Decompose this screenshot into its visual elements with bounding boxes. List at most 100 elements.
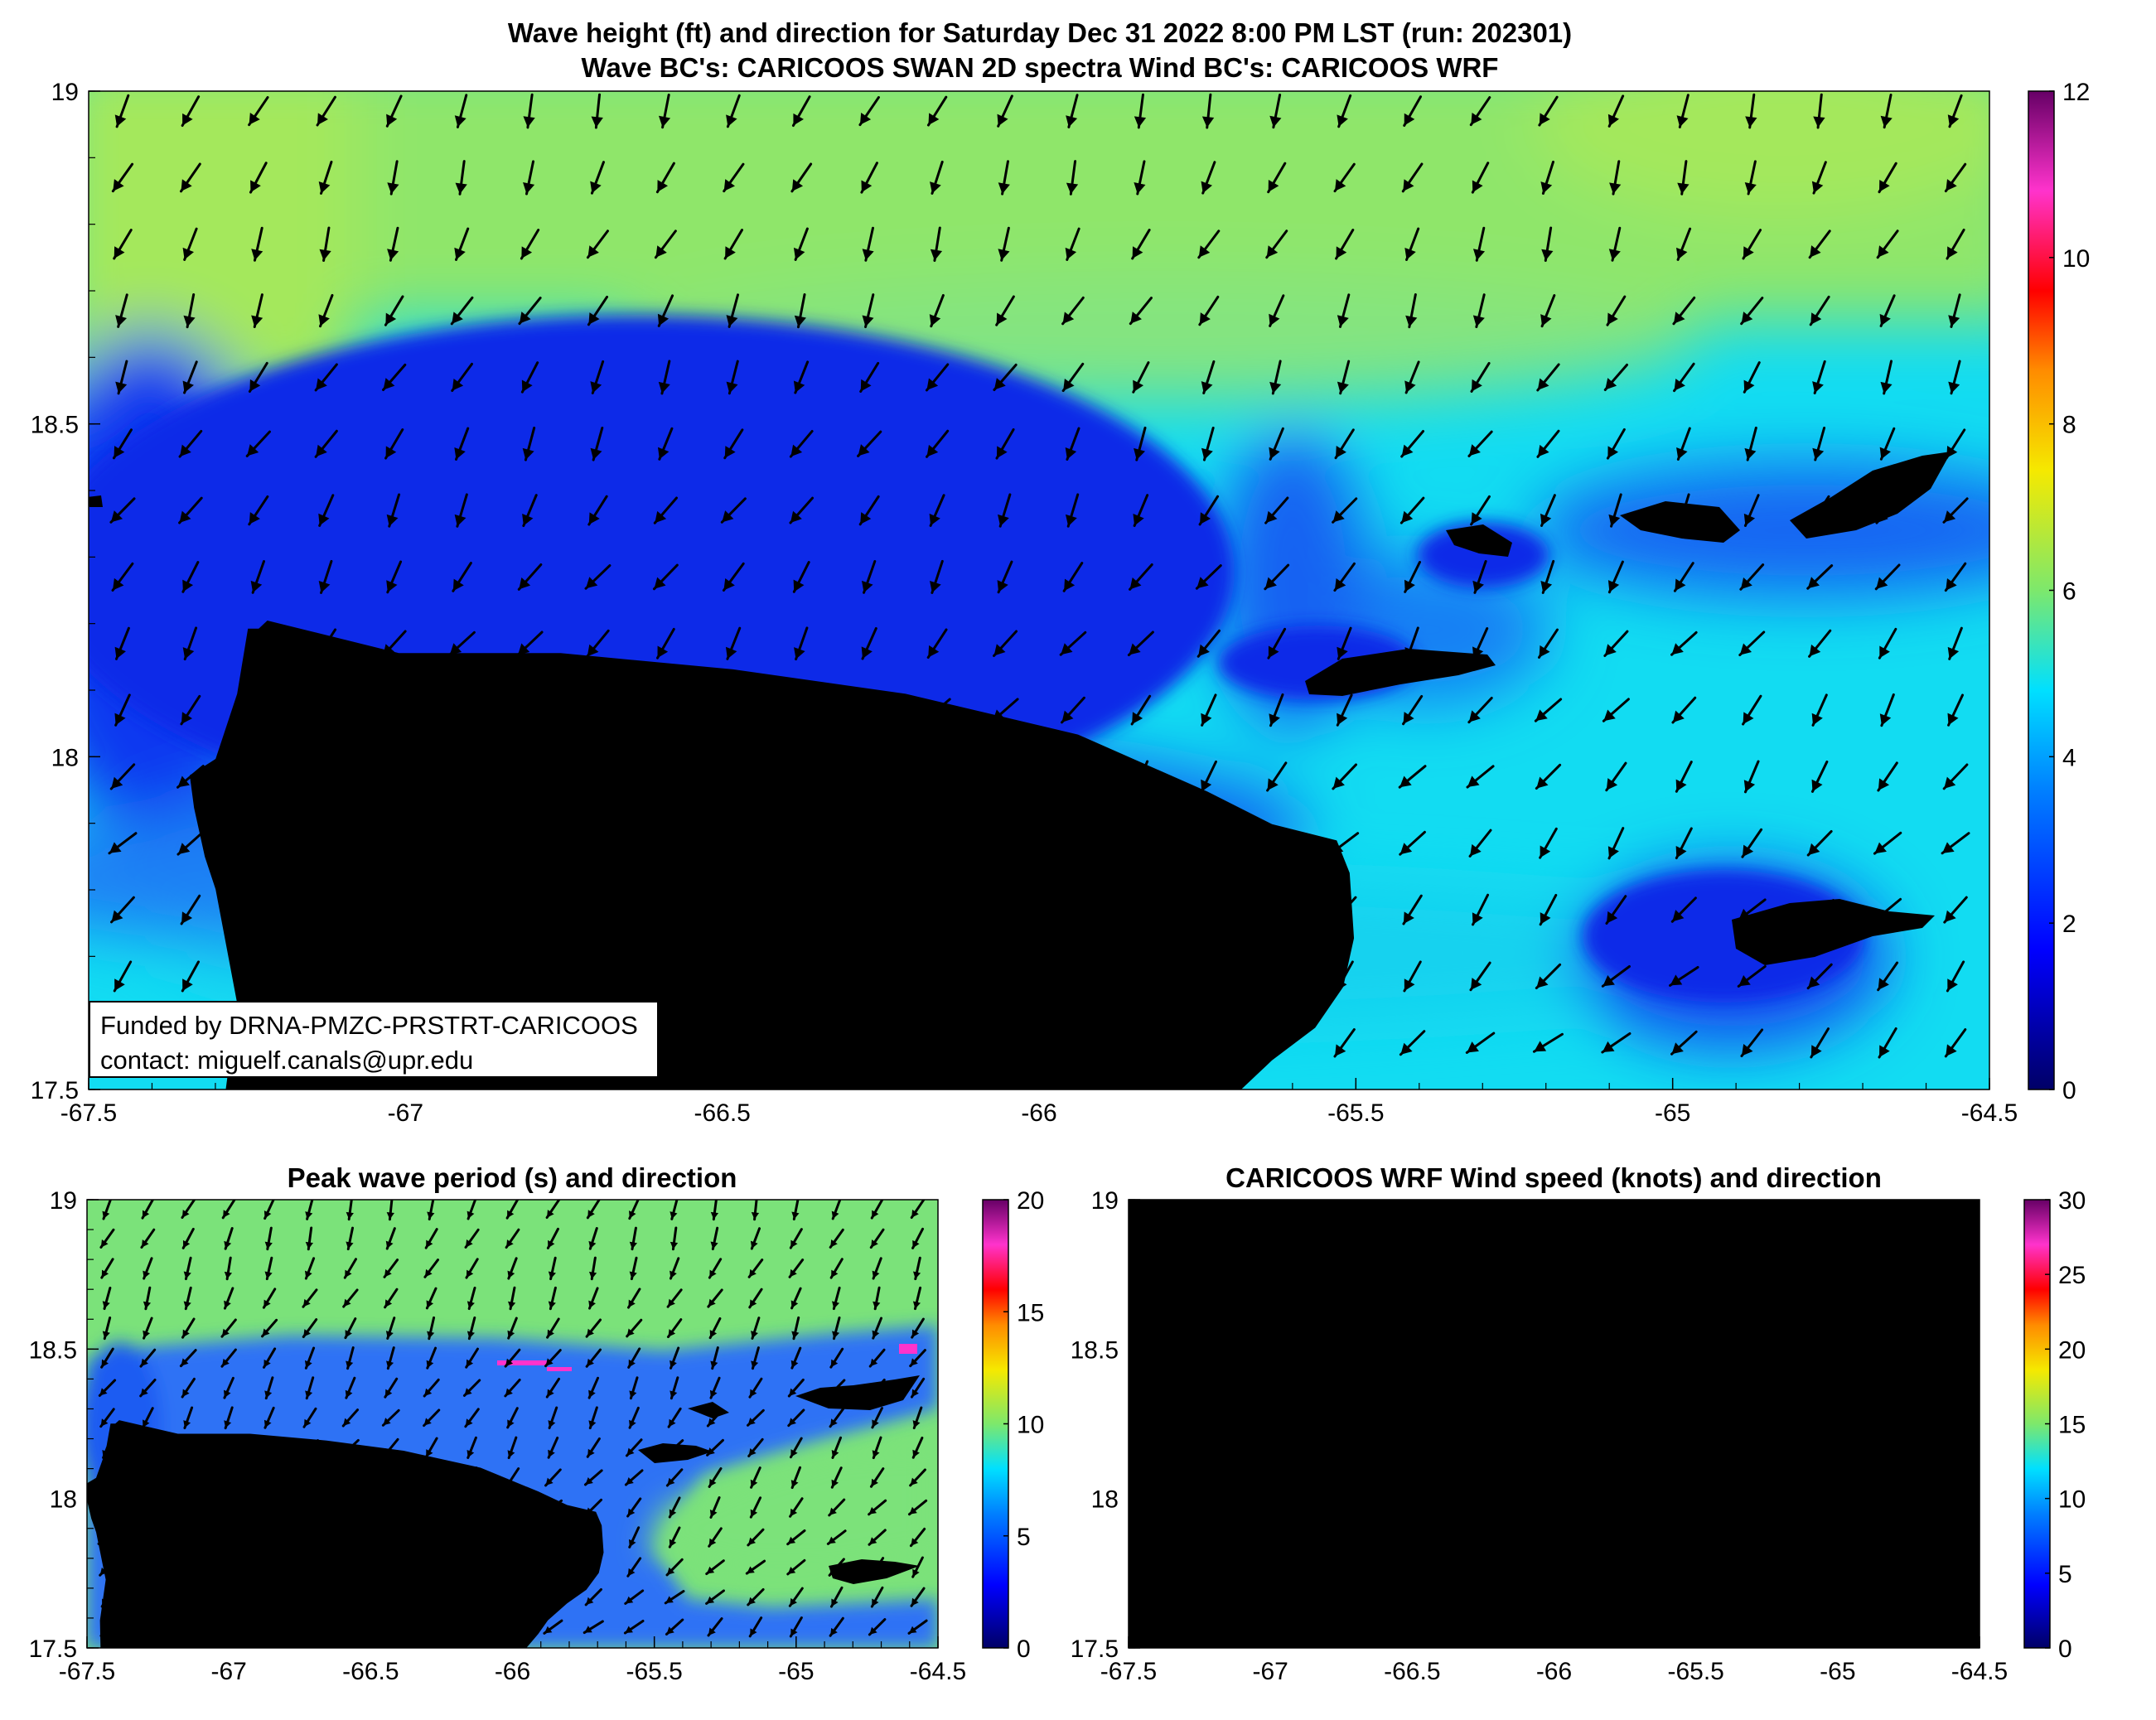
- direction-arrow: [995, 295, 1015, 326]
- direction-arrow: [1424, 1588, 1442, 1606]
- direction-arrow: [829, 1258, 844, 1279]
- direction-arrow: [313, 963, 340, 990]
- direction-arrow: [422, 1529, 442, 1546]
- direction-arrow: [989, 1032, 1021, 1054]
- direction-arrow: [723, 229, 744, 260]
- direction-arrow: [100, 1586, 114, 1608]
- direction-arrow: [1468, 1316, 1477, 1341]
- direction-arrow: [994, 895, 1016, 925]
- direction-arrow: [1141, 1616, 1157, 1637]
- direction-arrow: [751, 1317, 761, 1340]
- direction-arrow: [1264, 1287, 1276, 1310]
- direction-arrow: [181, 1317, 196, 1339]
- direction-arrow: [1065, 493, 1080, 528]
- direction-arrow: [1829, 1408, 1847, 1428]
- direction-arrow: [1532, 1032, 1564, 1053]
- direction-arrow: [1426, 1496, 1438, 1519]
- direction-arrow: [791, 1200, 800, 1221]
- direction-arrow: [344, 1317, 357, 1340]
- direction-arrow: [1877, 761, 1898, 792]
- direction-arrow: [628, 1406, 640, 1429]
- direction-arrow: [1675, 827, 1693, 860]
- direction-arrow: [384, 1377, 399, 1399]
- direction-arrow: [1387, 1346, 1396, 1370]
- direction-arrow: [251, 226, 263, 262]
- direction-arrow: [221, 1437, 236, 1458]
- direction-arrow: [911, 1436, 924, 1459]
- direction-arrow: [1505, 1558, 1522, 1577]
- direction-arrow: [787, 1408, 805, 1428]
- direction-arrow: [1465, 1497, 1481, 1518]
- direction-arrow: [583, 899, 613, 921]
- direction-arrow: [1951, 1377, 1967, 1399]
- x-tick-label: -66.5: [1384, 1658, 1440, 1685]
- direction-arrow: [1201, 93, 1215, 129]
- direction-arrow: [1472, 893, 1490, 926]
- direction-arrow: [262, 1557, 277, 1577]
- direction-arrow: [1909, 1529, 1928, 1546]
- direction-arrow: [1133, 760, 1149, 794]
- direction-arrow: [1944, 562, 1967, 592]
- y-tick-label: 18: [1091, 1486, 1119, 1514]
- direction-arrow: [1603, 363, 1629, 392]
- direction-arrow: [705, 1559, 725, 1576]
- direction-arrow: [1949, 1619, 1970, 1635]
- direction-arrow: [181, 1587, 196, 1607]
- direction-arrow: [788, 1587, 804, 1607]
- direction-arrow: [1383, 1408, 1401, 1428]
- direction-arrow: [1751, 1496, 1762, 1519]
- direction-arrow: [653, 496, 678, 524]
- direction-arrow: [1341, 1618, 1361, 1635]
- period-map-axes: -67.5 -67 -66.5 -66 -65.5 -65 -64.5 19 18.5 18 17.…: [29, 1187, 967, 1685]
- direction-arrow: [1184, 1257, 1195, 1280]
- direction-arrow: [1805, 899, 1835, 921]
- direction-arrow: [1300, 1619, 1322, 1635]
- direction-arrow: [1830, 1497, 1845, 1518]
- colorbar-tick-label: 5: [2058, 1561, 2072, 1588]
- funding-credit-box: Funded by DRNA-PMZC-PRSTRT-CARICOOS cont…: [89, 1001, 659, 1078]
- direction-arrow: [244, 765, 273, 789]
- direction-arrow: [507, 1436, 518, 1460]
- direction-arrow: [1602, 698, 1630, 722]
- direction-arrow: [911, 1556, 924, 1578]
- direction-arrow: [828, 1498, 846, 1517]
- direction-arrow: [1830, 1228, 1844, 1249]
- direction-arrow: [666, 1318, 683, 1339]
- direction-arrow: [387, 226, 399, 262]
- direction-arrow: [911, 1227, 925, 1249]
- x-tick-label: -65.5: [1327, 1099, 1384, 1127]
- direction-arrow: [423, 1497, 439, 1518]
- direction-arrow: [925, 363, 950, 392]
- direction-arrow: [181, 561, 200, 593]
- direction-arrow: [747, 1408, 765, 1427]
- direction-arrow: [628, 1200, 640, 1220]
- direction-arrow: [718, 832, 748, 855]
- direction-arrow: [829, 1586, 844, 1608]
- direction-arrow: [1337, 626, 1352, 660]
- direction-arrow: [751, 1200, 760, 1221]
- direction-arrow: [927, 827, 947, 859]
- direction-arrow: [1403, 95, 1422, 127]
- direction-arrow: [1830, 1616, 1844, 1638]
- direction-arrow: [1670, 1200, 1681, 1220]
- direction-arrow: [1141, 1228, 1157, 1249]
- direction-arrow: [862, 226, 874, 262]
- direction-arrow: [110, 896, 135, 924]
- direction-arrow: [1066, 160, 1079, 196]
- direction-arrow: [1868, 1529, 1888, 1545]
- direction-arrow: [346, 1200, 354, 1221]
- direction-arrow: [319, 226, 331, 263]
- direction-arrow: [1222, 1377, 1237, 1399]
- direction-arrow: [1466, 1228, 1480, 1249]
- direction-arrow: [789, 496, 815, 524]
- direction-arrow: [1788, 1587, 1806, 1606]
- direction-arrow: [547, 1436, 559, 1459]
- direction-arrow: [251, 293, 263, 329]
- direction-arrow: [312, 698, 341, 722]
- direction-arrow: [1336, 693, 1353, 727]
- direction-arrow: [1133, 494, 1149, 528]
- direction-arrow: [102, 1436, 113, 1459]
- direction-arrow: [503, 1618, 522, 1636]
- direction-arrow: [1467, 1287, 1479, 1310]
